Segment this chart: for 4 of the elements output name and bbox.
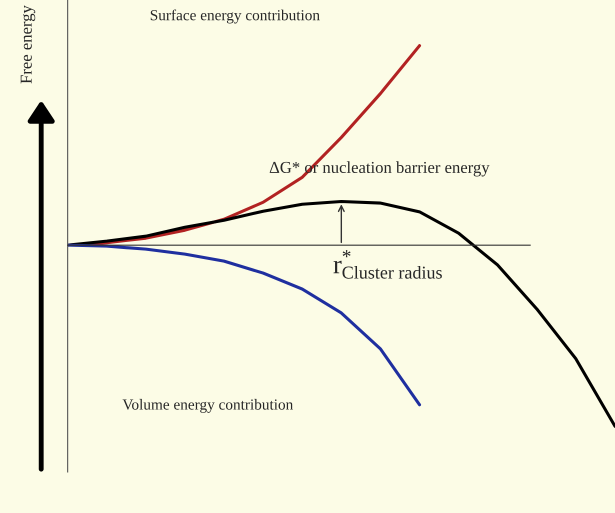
text: Surface energy contribution [150,9,320,24]
annotation: Volume energy contribution [122,398,294,413]
annotation: r*Cluster radius [334,250,442,279]
y-axis-title: Free energy [20,5,36,84]
